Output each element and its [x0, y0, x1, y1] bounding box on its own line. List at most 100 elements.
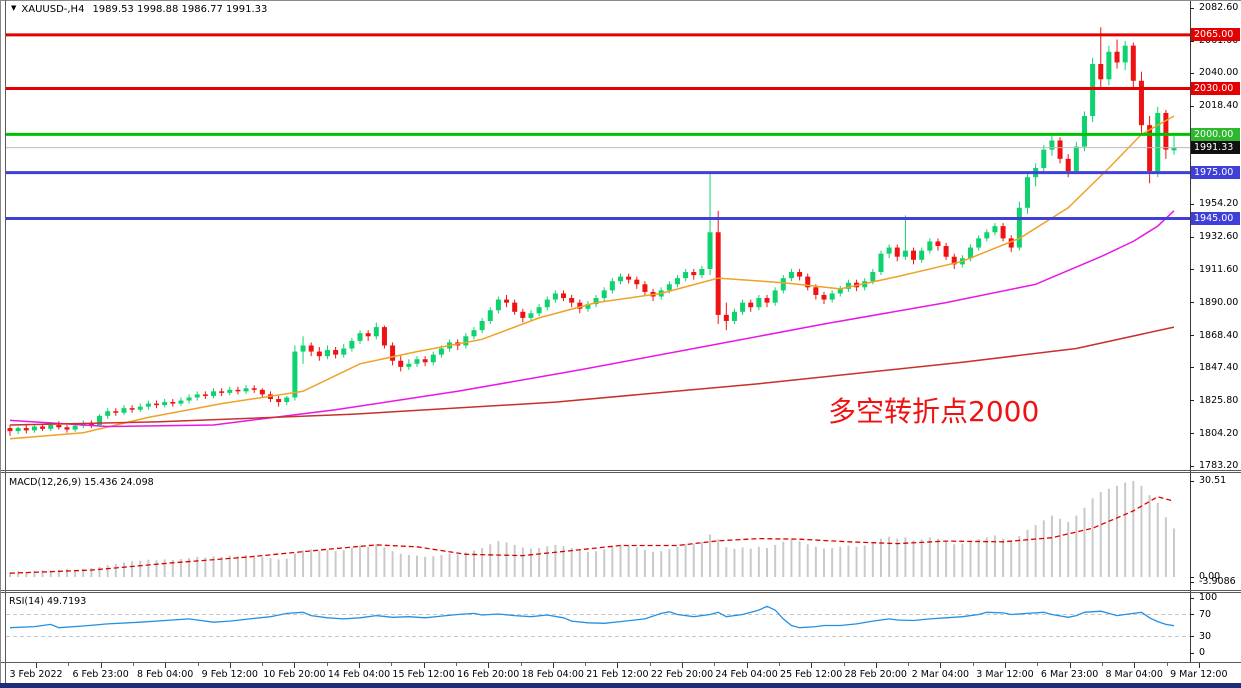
time-tick-mark [811, 663, 813, 668]
time-tick-label: 16 Feb 20:00 [457, 669, 520, 680]
time-tick-label: 21 Feb 12:00 [586, 669, 649, 680]
macd-tick-mark [1190, 480, 1194, 482]
symbol-dropdown-arrow-icon[interactable]: ▼ [11, 4, 17, 12]
time-minor-tick [326, 663, 328, 666]
price-tick-mark [1190, 433, 1194, 435]
price-tick-mark [1190, 335, 1194, 337]
time-minor-tick [391, 663, 393, 666]
macd-tick-label: 30.51 [1199, 475, 1227, 486]
separator-macd-rsi-bottom[interactable] [0, 592, 1241, 593]
time-tick-label: 28 Feb 20:00 [844, 669, 907, 680]
price-tick-mark [1190, 236, 1194, 238]
time-minor-tick [262, 663, 264, 666]
time-tick-label: 3 Mar 12:00 [976, 669, 1034, 680]
macd-tick-mark [1190, 581, 1194, 583]
price-tick-mark [1190, 400, 1194, 402]
time-tick-mark [100, 663, 102, 668]
separator-main-macd-top[interactable] [0, 470, 1241, 471]
time-tick-mark [875, 663, 877, 668]
time-minor-tick [1037, 663, 1039, 666]
time-tick-label: 9 Mar 12:00 [1170, 669, 1228, 680]
time-minor-tick [132, 663, 134, 666]
macd-label: MACD(12,26,9) 15.436 24.098 [9, 477, 154, 488]
price-tick-mark [1190, 105, 1194, 107]
time-tick-label: 25 Feb 12:00 [780, 669, 843, 680]
level-price-badge: 2000.00 [1191, 127, 1240, 141]
price-tick-label: 2040.00 [1199, 67, 1239, 79]
price-tick-mark [1190, 302, 1194, 304]
symbol-period-label: XAUUSD-,H4 [21, 4, 85, 15]
time-tick-mark [294, 663, 296, 668]
time-tick-mark [746, 663, 748, 668]
price-tick-mark [1190, 7, 1194, 9]
rsi-tick-mark [1190, 614, 1194, 615]
rsi-pane[interactable] [6, 592, 1190, 662]
price-tick-mark [1190, 72, 1194, 74]
macd-tick-mark [1190, 576, 1194, 578]
time-minor-tick [1166, 663, 1168, 666]
price-tick-mark [1190, 465, 1194, 467]
separator-macd-rsi-top[interactable] [0, 590, 1241, 591]
rsi-tick-mark [1190, 652, 1194, 654]
time-tick-label: 14 Feb 04:00 [327, 669, 391, 680]
ohlc-values: 1989.53 1998.88 1986.77 1991.33 [92, 4, 268, 15]
window-border-left-inner [5, 0, 6, 683]
price-tick-label: 2082.60 [1199, 2, 1239, 13]
rsi-label: RSI(14) 49.7193 [9, 596, 87, 607]
rsi-tick-label: 30 [1199, 630, 1212, 642]
time-tick-mark [1198, 663, 1200, 668]
price-tick-label: 1804.20 [1199, 427, 1239, 439]
time-tick-mark [1134, 663, 1136, 668]
level-price-badge: 1945.00 [1191, 211, 1240, 225]
rsi-tick-mark [1190, 636, 1194, 637]
rsi-tick-label: 0 [1199, 647, 1206, 658]
price-tick-label: 1868.40 [1199, 329, 1239, 341]
time-tick-label: 6 Feb 23:00 [72, 669, 129, 680]
time-tick-label: 10 Feb 20:00 [263, 669, 326, 680]
price-tick-label: 1783.20 [1199, 460, 1239, 471]
time-tick-mark [1069, 663, 1071, 668]
price-axis-line [1190, 0, 1191, 663]
price-tick-mark [1190, 269, 1194, 271]
time-tick-label: 8 Mar 04:00 [1105, 669, 1163, 680]
rsi-tick-label: 70 [1199, 608, 1212, 620]
time-tick-mark [552, 663, 554, 668]
time-tick-mark [682, 663, 683, 668]
time-minor-tick [585, 663, 587, 666]
time-tick-label: 24 Feb 04:00 [715, 669, 778, 680]
price-tick-label: 2018.40 [1199, 100, 1239, 112]
time-minor-tick [520, 663, 522, 666]
annotation-text[interactable]: 多空转折点2000 [828, 395, 1040, 428]
price-tick-label: 1954.20 [1199, 198, 1239, 210]
time-minor-tick [972, 663, 974, 666]
price-tick-label: 1911.60 [1199, 263, 1239, 275]
price-tick-mark [1190, 367, 1194, 369]
time-minor-tick [714, 663, 716, 666]
rsi-tick-mark [1190, 597, 1194, 599]
separator-rsi-timeaxis [0, 662, 1241, 663]
time-minor-tick [197, 663, 199, 666]
time-tick-label: 8 Feb 04:00 [137, 669, 194, 680]
time-tick-mark [165, 663, 167, 668]
price-tick-mark [1190, 203, 1194, 205]
time-tick-mark [1005, 663, 1006, 668]
level-price-badge: 2065.00 [1191, 28, 1240, 42]
time-tick-label: 2 Mar 04:00 [911, 669, 970, 680]
time-tick-mark [488, 663, 490, 668]
time-tick-label: 6 Mar 23:00 [1040, 669, 1099, 680]
macd-tick-label: -3.9086 [1199, 576, 1236, 588]
price-tick-label: 1847.40 [1199, 361, 1239, 373]
price-tick-label: 1825.80 [1199, 394, 1239, 406]
rsi-tick-label: 100 [1199, 592, 1218, 603]
time-tick-label: 3 Feb 2022 [9, 669, 63, 680]
macd-pane[interactable] [6, 472, 1190, 590]
price-tick-label: 1932.60 [1199, 231, 1239, 243]
macd-tick-label: 0.00 [1199, 571, 1221, 582]
time-tick-label: 9 Feb 12:00 [201, 669, 258, 680]
time-tick-label: 22 Feb 20:00 [650, 669, 714, 680]
time-tick-mark [617, 663, 619, 668]
time-tick-label: 18 Feb 04:00 [521, 669, 584, 680]
separator-main-macd-bottom[interactable] [0, 472, 1241, 473]
time-minor-tick [908, 663, 910, 666]
